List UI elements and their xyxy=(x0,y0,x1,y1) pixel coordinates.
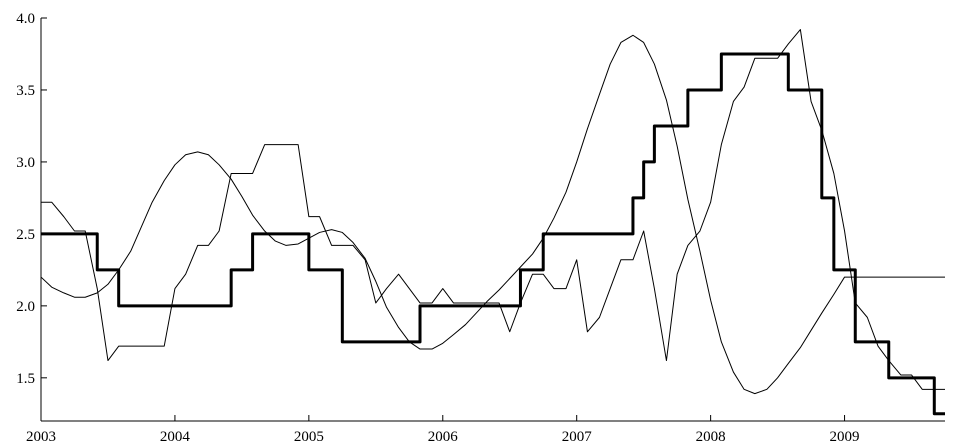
x-tick-label: 2004 xyxy=(160,429,191,445)
y-tick-label: 3.0 xyxy=(16,155,35,171)
x-tick-label: 2005 xyxy=(294,429,324,445)
x-tick-label: 2003 xyxy=(26,429,56,445)
x-tick-label: 2006 xyxy=(428,429,459,445)
y-tick-label: 2.5 xyxy=(16,227,35,243)
y-axis-ticks: 1.5 2.0 2.5 3.0 3.5 4.0 xyxy=(16,11,47,387)
x-tick-label: 2007 xyxy=(562,429,593,445)
series-layer xyxy=(40,29,945,416)
x-axis-ticks: 2003 2004 2005 2006 2007 2008 2009 xyxy=(26,415,860,445)
x-tick-label: 2008 xyxy=(696,429,726,445)
x-tick-label: 2009 xyxy=(830,429,860,445)
y-tick-label: 3.5 xyxy=(16,83,35,99)
y-tick-label: 4.0 xyxy=(16,11,35,27)
y-tick-label: 2.0 xyxy=(16,299,35,315)
y-tick-label: 1.5 xyxy=(16,371,35,387)
series-line-2 xyxy=(41,29,945,390)
series-line-1 xyxy=(41,52,945,416)
series-line-3 xyxy=(40,34,945,395)
